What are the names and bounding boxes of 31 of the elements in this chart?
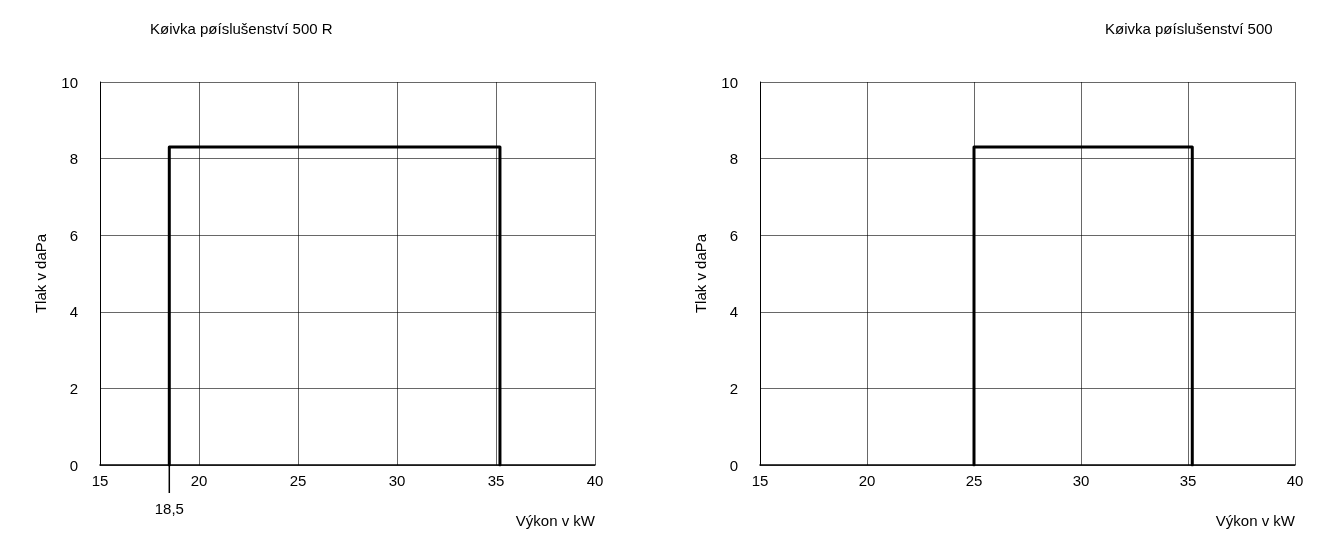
- x-tick-label: 30: [388, 472, 406, 489]
- x-tick-label: 25: [965, 472, 983, 489]
- y-tick-label: 8: [729, 150, 738, 168]
- y-tick-label: 10: [721, 73, 738, 91]
- chart-title: Køivka pøíslušenství 500 R: [150, 20, 333, 37]
- y-tick-label: 4: [729, 303, 738, 321]
- y-tick-label: 4: [69, 303, 78, 321]
- x-tick-label: 30: [1072, 472, 1090, 489]
- y-tick-label: 6: [69, 226, 78, 244]
- x-tick-label: 40: [1286, 472, 1304, 489]
- y-tick-label: 8: [69, 150, 78, 168]
- y-tick-label: 2: [729, 379, 738, 397]
- y-tick-label: 2: [69, 379, 78, 397]
- x-tick-label: 15: [751, 472, 769, 489]
- x-tick-label: 40: [586, 472, 604, 489]
- y-tick-label: 10: [61, 73, 78, 91]
- x-tick-label: 35: [487, 472, 505, 489]
- annotation: 18,5: [154, 500, 184, 517]
- x-tick-label: 15: [91, 472, 109, 489]
- x-tick-label: 20: [190, 472, 208, 489]
- y-tick-label: 0: [729, 456, 738, 474]
- x-tick-label: 35: [1179, 472, 1197, 489]
- x-axis-title: Výkon v kW: [1215, 512, 1296, 529]
- y-tick-label: 6: [729, 226, 738, 244]
- chart-title: Køivka pøíslušenství 500: [1105, 20, 1273, 37]
- y-axis-title: Tlak v daPa: [32, 233, 49, 314]
- x-axis-title: Výkon v kW: [515, 512, 596, 529]
- x-tick-label: 20: [858, 472, 876, 489]
- x-tick-label: 25: [289, 472, 307, 489]
- y-axis-title: Tlak v daPa: [692, 233, 709, 314]
- y-tick-label: 0: [69, 456, 78, 474]
